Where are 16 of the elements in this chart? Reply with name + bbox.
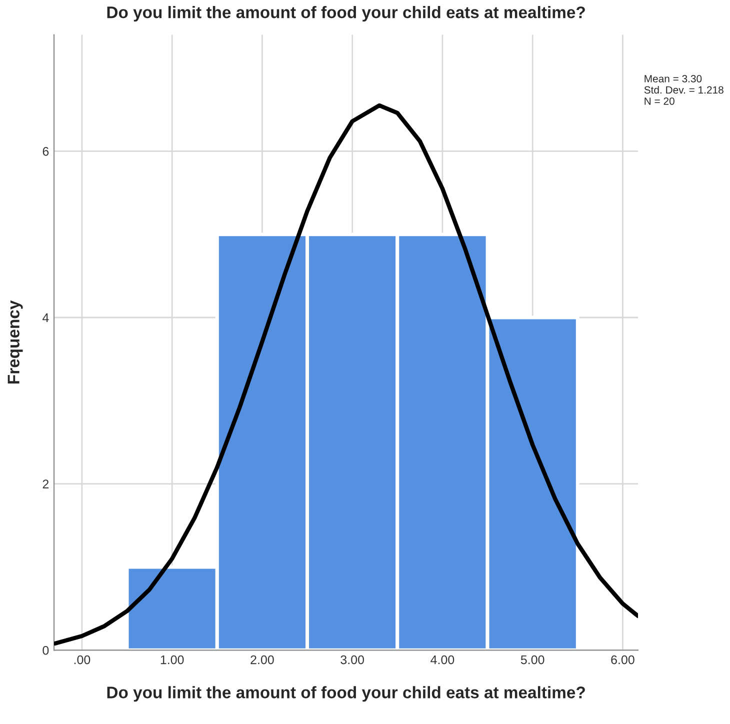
x-tick-label: 2.00 [250,655,274,664]
x-tick-label: 6.00 [611,655,634,664]
x-tick-label: 1.00 [160,655,184,664]
x-tick-label: .00 [74,655,90,664]
y-axis-title: Frequency [8,300,23,384]
x-tick-label: 3.00 [340,655,364,664]
x-tick-label: 4.00 [430,655,454,664]
y-tick-label: 0 [42,646,49,655]
y-tick-label: 6 [42,146,49,156]
chart-title: Do you limit the amount of food your child eats at mealtime? [107,6,585,22]
y-tick-label: 2 [42,480,49,488]
x-tick-label: 5.00 [520,655,544,664]
x-axis-title: Do you limit the amount of food your child eats at mealtime? [107,686,585,702]
line-series [54,103,638,646]
text: Mean = 3.30 Std. Dev. = 1.218 N = 20 [644,75,724,105]
y-tick-label: 4 [42,313,49,322]
